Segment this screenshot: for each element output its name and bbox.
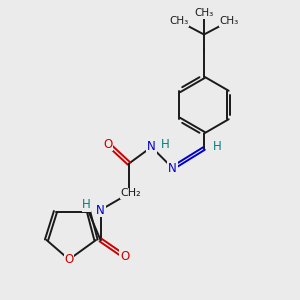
Text: H: H: [212, 140, 221, 154]
Text: CH₃: CH₃: [169, 16, 188, 26]
Text: O: O: [64, 253, 74, 266]
Text: O: O: [120, 250, 129, 263]
Text: N: N: [147, 140, 156, 154]
Text: CH₃: CH₃: [220, 16, 239, 26]
Text: O: O: [103, 137, 112, 151]
Text: CH₂: CH₂: [120, 188, 141, 199]
Text: H: H: [82, 198, 91, 211]
Text: N: N: [168, 161, 177, 175]
Text: H: H: [161, 137, 170, 151]
Text: N: N: [96, 203, 105, 217]
Text: CH₃: CH₃: [194, 8, 214, 19]
